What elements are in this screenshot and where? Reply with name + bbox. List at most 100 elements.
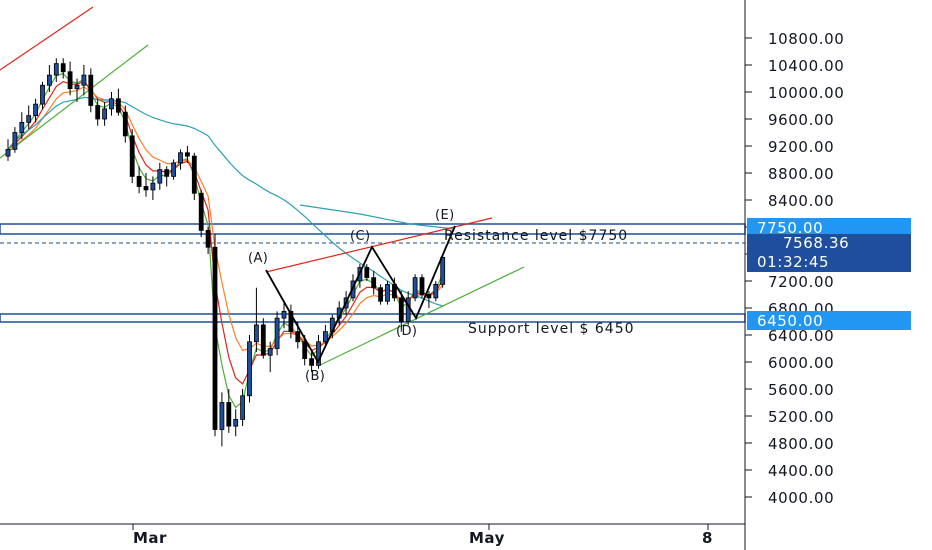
candle-body: [233, 418, 239, 427]
countdown-badge: [747, 252, 911, 272]
y-tick-label: 10800.00: [768, 30, 844, 48]
candle-body: [426, 294, 432, 299]
candle-body: [281, 310, 287, 319]
resistance-level-label: Resistance level $7750: [444, 228, 628, 244]
wave-label-d: (D): [396, 324, 417, 339]
candle-body: [371, 277, 377, 289]
candle-body: [419, 277, 425, 295]
channel-top-line-early: [0, 6, 94, 71]
candle-body: [109, 98, 114, 110]
wave-path: [265, 225, 456, 364]
wave-label-b: (B): [305, 369, 325, 384]
y-tick-label: 6400.00: [768, 327, 834, 345]
candle-body: [205, 229, 211, 248]
candle-body: [33, 103, 38, 117]
candle-body: [150, 182, 156, 191]
last-price-badge-text: 7568.36: [783, 234, 849, 252]
y-tick-label: 8400.00: [768, 192, 834, 210]
time-axis[interactable]: Mar May 8: [0, 523, 745, 547]
candle-body: [198, 192, 204, 231]
ma-mid-red: [7, 80, 444, 385]
candle-body: [157, 169, 163, 184]
candle-body: [316, 341, 321, 366]
resistance-badge: [747, 218, 911, 238]
resistance-badge-text: 7750.00: [757, 219, 823, 237]
candle-body: [67, 71, 73, 90]
trend-channels: [0, 6, 525, 367]
ma-long-teal-extension: [299, 204, 456, 230]
x-label-8: 8: [702, 529, 713, 547]
candle-body: [191, 155, 197, 194]
triangle-bottom-line: [317, 266, 525, 367]
support-level-label: Support level $ 6450: [468, 321, 635, 337]
candle-body: [184, 152, 190, 157]
last-price-badge: [747, 234, 911, 252]
candle-body: [47, 74, 52, 86]
candle-body: [102, 108, 107, 120]
candle-body: [260, 324, 266, 356]
y-tick-label: 9200.00: [768, 138, 834, 156]
y-tick-label: 10400.00: [768, 57, 844, 75]
y-tick-label: 5200.00: [768, 408, 834, 426]
candle-body: [171, 162, 177, 177]
candle-body: [81, 74, 87, 86]
ma-fast-green: [7, 72, 444, 409]
support-badge: [747, 311, 911, 330]
candle-body: [88, 74, 94, 106]
candle-body: [219, 402, 225, 430]
candle-body: [274, 317, 280, 349]
candle-body: [240, 395, 246, 420]
resistance-zone: [0, 223, 746, 235]
y-tick-label: 4000.00: [768, 489, 834, 507]
candle-body: [288, 310, 294, 333]
candle-body: [295, 331, 301, 343]
y-tick-label: 10000.00: [768, 84, 844, 102]
candle-body: [385, 283, 390, 302]
candle-body: [378, 287, 384, 302]
candle-body: [95, 105, 101, 120]
ma-long-teal: [7, 96, 443, 307]
candle-body: [5, 148, 11, 157]
candle-body: [164, 169, 170, 177]
candle-body: [302, 341, 308, 360]
price-axis[interactable]: 10800.00 10400.00 10000.00 9600.00 9200.00 88…: [744, 0, 844, 550]
candle-body: [19, 121, 25, 133]
wave-label-c: (C): [350, 229, 370, 244]
candle-body: [253, 324, 259, 343]
moving-averages: [7, 72, 456, 409]
channel-bottom-line-early: [0, 44, 149, 159]
candle-body: [364, 267, 370, 279]
candle-body: [267, 348, 273, 356]
wave-label-a: (A): [248, 251, 268, 266]
x-label-mar: Mar: [133, 529, 167, 547]
y-tick-label: 6000.00: [768, 354, 834, 372]
candle-body: [60, 63, 66, 73]
candle-body: [40, 84, 45, 105]
candle-body: [433, 283, 439, 299]
candle-body: [122, 111, 128, 137]
candle-body: [116, 98, 121, 113]
y-tick-label: 7200.00: [768, 273, 834, 291]
x-label-may: May: [469, 529, 505, 547]
ma-slow-orange: [7, 86, 444, 352]
candle-body: [143, 186, 149, 191]
candlesticks: [5, 58, 446, 447]
candle-body: [178, 152, 183, 164]
y-tick-label: 8800.00: [768, 165, 834, 183]
candle-body: [226, 402, 232, 427]
candle-body: [309, 358, 315, 366]
support-badge-text: 6450.00: [757, 312, 823, 330]
wave-label-e: (E): [435, 208, 455, 223]
candle-body: [412, 277, 418, 299]
price-badges: 7750.00 7568.36 01:32:45 6450.00: [747, 218, 911, 330]
candle-body: [247, 341, 252, 397]
candle-body: [129, 135, 135, 177]
candle-body: [12, 132, 18, 150]
wave-labels: (A) (B) (C) (D) (E): [248, 208, 455, 384]
candle-body: [322, 331, 328, 343]
candle-body: [53, 63, 59, 76]
triangle-top-line: [265, 217, 493, 273]
horizontal-levels: [0, 223, 746, 323]
y-tick-label: 4800.00: [768, 435, 834, 453]
